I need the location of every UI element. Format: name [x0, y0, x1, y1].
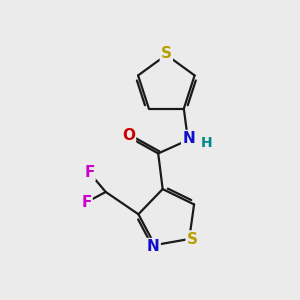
Text: S: S	[161, 46, 172, 61]
Text: H: H	[201, 136, 212, 150]
Text: F: F	[81, 195, 92, 210]
Text: O: O	[122, 128, 135, 143]
Text: N: N	[147, 239, 160, 254]
Text: S: S	[187, 232, 198, 247]
Text: N: N	[182, 131, 195, 146]
Text: F: F	[84, 165, 94, 180]
